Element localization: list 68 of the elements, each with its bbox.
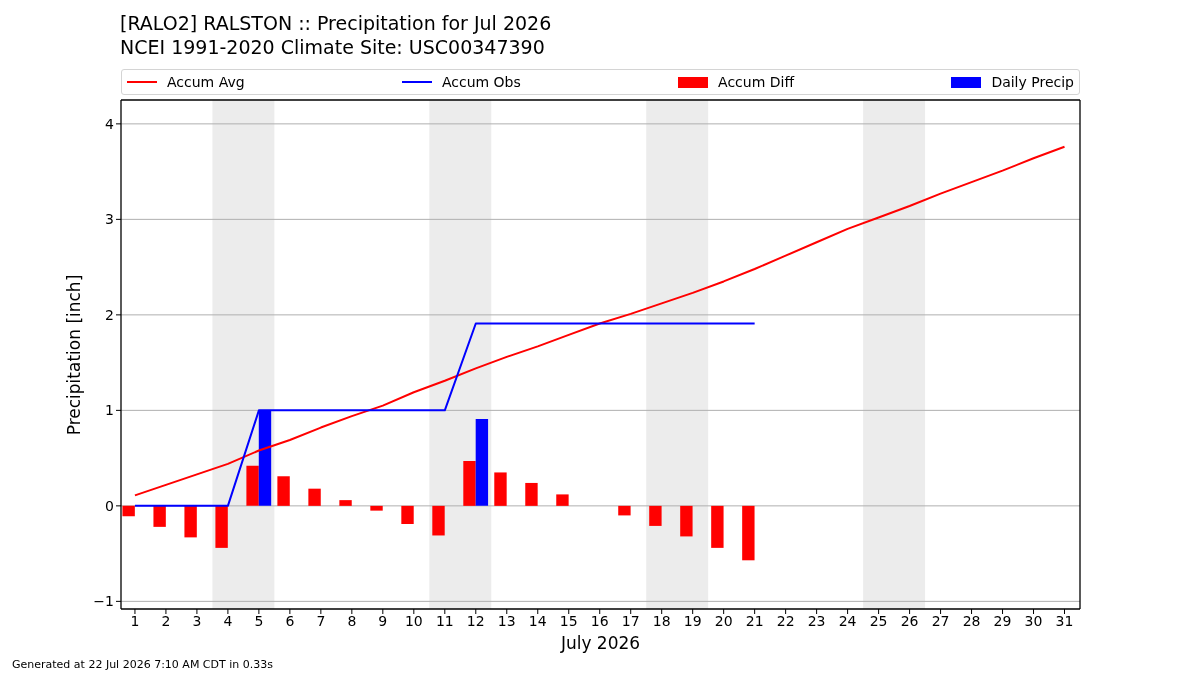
x-tick-label: 28: [962, 612, 981, 629]
bar: [742, 505, 755, 561]
x-tick-label: 4: [223, 612, 233, 629]
x-tick-label: 7: [316, 612, 326, 629]
x-axis-title: July 2026: [560, 633, 641, 653]
bar: [215, 505, 228, 548]
x-tick-label: 1: [130, 612, 140, 629]
bar: [339, 500, 352, 506]
bar: [277, 476, 290, 506]
x-tick-label: 15: [559, 612, 578, 629]
bar: [711, 505, 724, 548]
text: Generated at 22 Jul 2026 7:10 AM CDT in 0.33s: [12, 658, 273, 671]
x-tick-label: 23: [807, 612, 826, 629]
bar: [370, 505, 383, 511]
x-tick-label: 18: [652, 612, 671, 629]
x-tick-label: 31: [1055, 612, 1074, 629]
bar: [401, 505, 414, 525]
x-tick-label: 3: [192, 612, 202, 629]
bar: [494, 472, 507, 506]
x-tick-label: 12: [466, 612, 485, 629]
bar: [246, 465, 259, 506]
y-axis-title: Precipitation [inch]: [64, 274, 84, 435]
x-tick-label: 5: [254, 612, 264, 629]
bar: [649, 505, 662, 526]
x-tick-label: 21: [745, 612, 764, 629]
x-tick-label: 14: [528, 612, 547, 629]
bar: [122, 505, 135, 517]
legend-label: Accum Avg: [167, 74, 245, 90]
x-tick-label: 16: [590, 612, 609, 629]
x-tick-label: 13: [497, 612, 516, 629]
bar: [153, 505, 166, 527]
y-tick-label: 3: [105, 211, 114, 228]
bar: [432, 505, 445, 536]
x-tick-label: 27: [931, 612, 950, 629]
legend-label: Daily Precip: [991, 74, 1074, 90]
x-tick-label: 6: [285, 612, 295, 629]
x-tick-label: 24: [838, 612, 857, 629]
bar: [680, 505, 693, 537]
y-tick-label: 1: [105, 402, 114, 419]
x-tick-label: 2: [161, 612, 171, 629]
bar: [308, 488, 321, 506]
x-tick-label: 17: [621, 612, 640, 629]
x-tick-label: 10: [404, 612, 423, 629]
chart-title: [RALO2] RALSTON :: Precipitation for Jul 2026: [120, 12, 552, 34]
bar: [184, 505, 197, 538]
line-series: [133, 145, 1066, 497]
legend-label: Accum Obs: [441, 74, 521, 90]
chart-subtitle: NCEI 1991-2020 Climate Site: USC00347390: [120, 36, 545, 58]
y-tick-label: 4: [105, 115, 115, 132]
bar: [463, 460, 476, 506]
y-tick-label: 2: [105, 306, 114, 323]
x-tick-label: 8: [347, 612, 357, 629]
x-tick-label: 25: [869, 612, 888, 629]
bar: [618, 505, 631, 516]
y-tick-label: 0: [105, 497, 114, 514]
y-tick-label: −1: [93, 593, 114, 610]
x-tick-label: 9: [378, 612, 388, 629]
bar: [525, 482, 538, 506]
x-tick-label: 19: [683, 612, 702, 629]
x-tick-label: 26: [900, 612, 919, 629]
legend-label: Accum Diff: [718, 74, 795, 90]
x-tick-label: 20: [714, 612, 733, 629]
x-tick-label: 11: [435, 612, 454, 629]
x-tick-label: 30: [1024, 612, 1043, 629]
x-tick-label: 29: [993, 612, 1012, 629]
x-tick-label: 22: [776, 612, 795, 629]
bar: [556, 494, 569, 506]
bar: [475, 418, 489, 506]
